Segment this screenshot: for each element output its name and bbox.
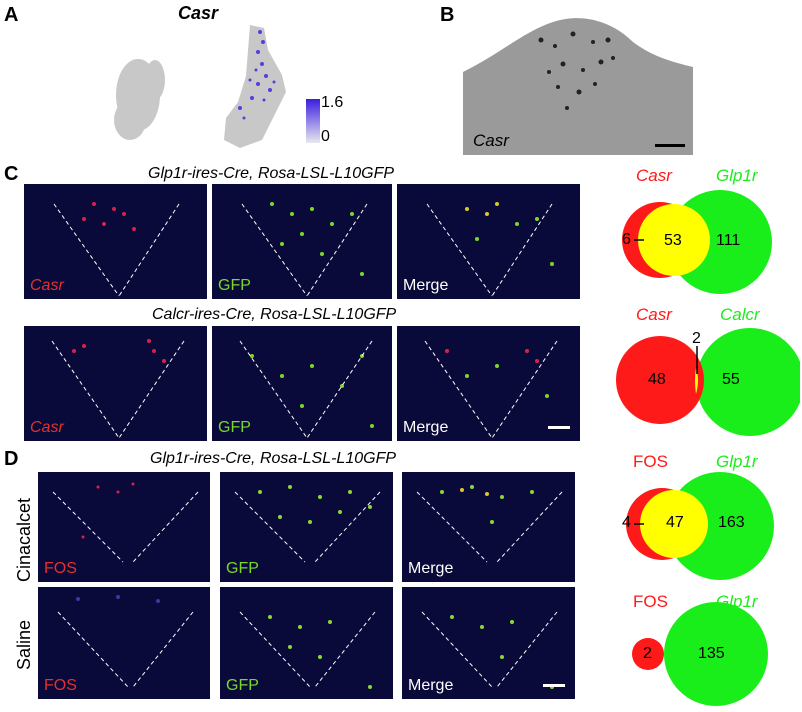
venn1-only-left: 6 [622,231,631,248]
channel-label: Casr [30,419,64,436]
channel-label: Merge [408,560,454,577]
channel-label: GFP [226,560,259,577]
channel-label: FOS [44,677,77,694]
panel-label-a: A [4,4,19,26]
d-row2-fos-image: FOS [38,587,210,699]
colorbar [306,99,320,143]
colorbar-max-label: 1.6 [321,94,344,111]
panel-c-row2-title: Calcr-ires-Cre, Rosa-LSL-L10GFP [152,306,397,323]
panel-c-row1-title: Glp1r-ires-Cre, Rosa-LSL-L10GFP [148,165,395,182]
d-row1-fos-image: FOS [38,472,210,582]
venn3-right-label: Glp1r [716,452,758,471]
panel-a-gene-title: Casr [178,3,219,23]
panel-b-micrograph: Casr [463,12,693,155]
venn3-overlap: 47 [666,514,684,531]
c-row2-casr-image: Casr [24,326,207,441]
umap-plot [114,25,286,148]
venn4-only-left: 2 [643,645,652,662]
venn2-left-label: Casr [636,305,672,324]
venn2-only-right: 55 [722,371,740,388]
d-row2-merge-image: Merge [402,587,575,699]
channel-label: GFP [218,277,251,294]
d-row1-gfp-image: GFP [220,472,393,582]
c-row2-gfp-image: GFP [212,326,392,441]
venn4-diagram [632,602,768,706]
venn1-right-label: Glp1r [716,166,758,185]
panel-label-c: C [4,163,19,185]
channel-label: Merge [403,419,449,436]
venn2-overlap: 2 [692,330,701,347]
channel-label: FOS [44,560,77,577]
channel-label: Merge [403,277,449,294]
scale-bar [548,426,570,429]
row-label-saline: Saline [14,619,34,670]
d-row2-gfp-image: GFP [220,587,393,699]
c-row1-merge-image: Merge [397,184,580,299]
panel-b-scalebar [655,144,685,147]
row-label-cinacalcet: Cinacalcet [14,497,34,582]
channel-label: Merge [408,677,454,694]
venn4-left-label: FOS [633,592,668,611]
colorbar-min-label: 0 [321,128,330,145]
c-row1-casr-image: Casr [24,184,207,299]
venn2-diagram [616,328,800,436]
venn1-left-label: Casr [636,166,672,185]
venn3-diagram [626,472,774,580]
channel-label: GFP [226,677,259,694]
d-row1-merge-image: Merge [402,472,575,582]
venn4-only-right: 135 [698,645,725,662]
venn2-right-label: Calcr [720,305,760,324]
venn2-only-left: 48 [648,371,666,388]
venn3-only-right: 163 [718,514,745,531]
channel-label: Casr [30,277,64,294]
venn1-overlap: 53 [664,232,682,249]
panel-label-b: B [440,4,455,26]
venn3-only-left: 4 [622,514,631,531]
venn1-only-right: 111 [716,232,741,249]
venn3-left-label: FOS [633,452,668,471]
panel-label-d: D [4,448,19,470]
panel-b-gene-label: Casr [473,131,509,150]
panel-d-title: Glp1r-ires-Cre, Rosa-LSL-L10GFP [150,450,397,467]
scale-bar [543,684,565,687]
venn1-diagram [622,190,772,294]
channel-label: GFP [218,419,251,436]
c-row2-merge-image: Merge [397,326,580,441]
c-row1-gfp-image: GFP [212,184,392,299]
